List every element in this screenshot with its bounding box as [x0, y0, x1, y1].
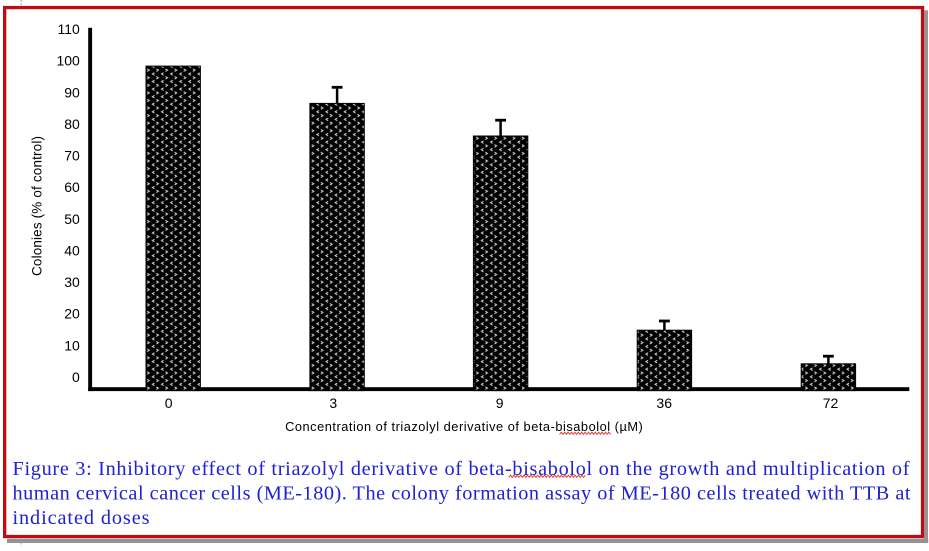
- svg-text:10: 10: [64, 337, 80, 353]
- svg-text:9: 9: [496, 395, 504, 411]
- svg-text:indicated doses: indicated doses: [13, 507, 150, 529]
- svg-text:60: 60: [64, 179, 80, 195]
- svg-text:20: 20: [64, 306, 80, 322]
- svg-text:0: 0: [165, 395, 173, 411]
- svg-text:72: 72: [823, 395, 839, 411]
- svg-text:70: 70: [64, 148, 80, 164]
- svg-text:90: 90: [64, 84, 80, 100]
- svg-text:human cervical cancer cells (M: human cervical cancer cells (ME-180). Th…: [13, 483, 911, 505]
- svg-text:80: 80: [64, 116, 80, 132]
- svg-text:Figure 3: Inhibitory effect of: Figure 3: Inhibitory effect of triazolyl…: [13, 458, 910, 480]
- svg-text:100: 100: [56, 53, 80, 69]
- svg-text:50: 50: [64, 211, 80, 227]
- svg-text:40: 40: [64, 242, 80, 258]
- svg-text:110: 110: [57, 21, 80, 37]
- svg-text:0: 0: [72, 369, 80, 385]
- svg-text:3: 3: [329, 395, 337, 411]
- svg-text:30: 30: [64, 274, 80, 290]
- svg-text:Concentration of triazolyl der: Concentration of triazolyl derivative of…: [285, 419, 643, 434]
- svg-text:Colonies (% of control): Colonies (% of control): [30, 136, 45, 276]
- svg-text:36: 36: [656, 395, 672, 411]
